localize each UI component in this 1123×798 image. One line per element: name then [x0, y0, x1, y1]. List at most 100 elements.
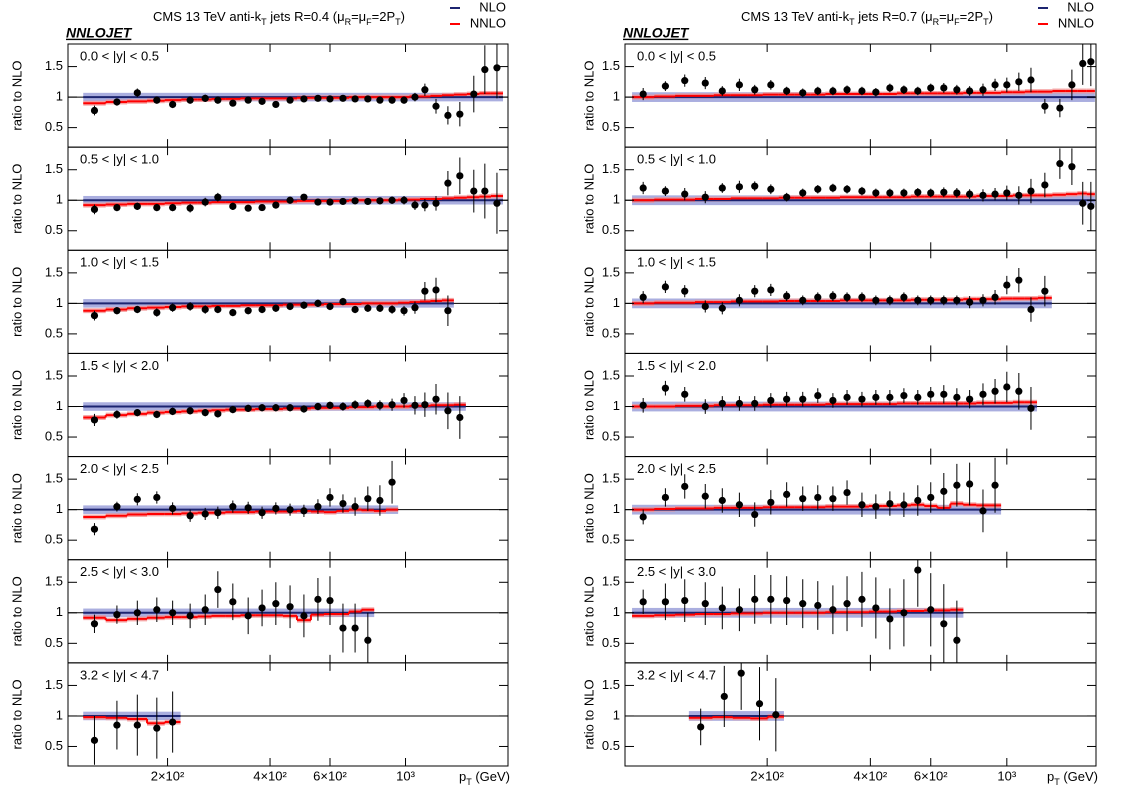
x-tick-label: 10³ — [396, 768, 415, 783]
data-point — [153, 493, 161, 502]
data-point — [169, 407, 177, 416]
data-point — [979, 507, 987, 515]
data-point — [661, 283, 670, 291]
data-point — [953, 393, 961, 401]
y-tick-label: 1 — [613, 501, 620, 516]
y-tick-label: 1 — [613, 192, 620, 207]
data-point — [214, 305, 222, 314]
data-point — [400, 307, 408, 315]
chart-title-part: CMS 13 TeV anti-k — [153, 9, 262, 24]
x-tick-label: 4×10² — [854, 768, 888, 783]
data-point — [701, 79, 709, 87]
data-point — [751, 182, 759, 190]
chart-title-part: R — [345, 17, 352, 27]
data-point — [767, 396, 775, 405]
data-point — [201, 409, 209, 417]
data-point — [1027, 305, 1035, 314]
data-point — [701, 600, 709, 608]
data-point — [314, 402, 322, 411]
data-point — [229, 202, 237, 210]
data-point — [735, 606, 743, 614]
data-point — [258, 305, 266, 314]
data-point — [900, 86, 908, 94]
data-point — [411, 304, 419, 312]
panel — [625, 457, 1096, 533]
data-point — [735, 501, 743, 509]
data-point — [872, 88, 880, 96]
data-point — [751, 595, 759, 603]
data-point — [1027, 404, 1035, 412]
data-point — [229, 99, 237, 107]
data-point — [767, 286, 775, 294]
data-point — [133, 495, 141, 503]
y-tick-label: 1.5 — [602, 574, 620, 589]
data-point — [326, 95, 334, 103]
x-tick-label: 2×10² — [750, 768, 784, 783]
y-tick-label: 1.5 — [45, 264, 63, 279]
data-point — [244, 96, 252, 104]
data-point — [153, 96, 161, 104]
chart-title-part: jets R=0.4 (μ — [267, 9, 345, 24]
data-point — [829, 87, 837, 95]
data-point — [90, 106, 99, 115]
chart-title-part: R — [933, 17, 940, 27]
data-point — [681, 287, 689, 295]
data-point — [470, 187, 478, 195]
data-point — [314, 595, 322, 603]
data-point — [927, 189, 935, 197]
panel-label: 1.0 < |y| < 1.5 — [637, 255, 716, 270]
data-point — [1056, 160, 1064, 168]
data-point — [829, 292, 837, 300]
data-point — [858, 187, 866, 195]
data-point — [799, 89, 807, 97]
data-point — [153, 410, 161, 419]
data-point — [272, 304, 280, 312]
data-point — [991, 81, 999, 89]
y-axis-label: ratio to NLO — [9, 164, 24, 234]
x-axis-label-part: p — [459, 769, 466, 784]
data-point — [113, 98, 121, 106]
y-axis-label: ratio to NLO — [9, 61, 24, 131]
data-point — [201, 94, 209, 102]
data-point — [783, 490, 791, 499]
data-point — [858, 293, 866, 301]
data-point — [814, 601, 822, 610]
data-point — [953, 189, 961, 197]
data-point — [214, 509, 222, 517]
data-point — [701, 492, 709, 500]
data-point — [201, 198, 209, 206]
x-tick-label: 6×10² — [313, 768, 347, 783]
data-point — [286, 603, 294, 611]
panel-label: 2.0 < |y| < 2.5 — [80, 461, 159, 476]
y-axis-label: ratio to NLO — [581, 61, 596, 131]
data-point — [927, 296, 935, 304]
data-point — [829, 606, 837, 614]
panel-label: 1.5 < |y| < 2.0 — [637, 358, 716, 373]
data-point — [751, 86, 759, 94]
data-point — [799, 395, 807, 403]
data-point — [186, 407, 194, 415]
data-point — [113, 503, 121, 511]
data-point — [940, 487, 948, 495]
data-point — [351, 503, 359, 511]
data-point — [843, 488, 851, 497]
data-point — [201, 606, 209, 614]
data-point — [799, 189, 807, 197]
data-point — [927, 493, 935, 502]
y-tick-label: 0.5 — [602, 119, 620, 134]
panel-label: 0.0 < |y| < 0.5 — [637, 48, 716, 63]
data-point — [113, 203, 121, 212]
data-point — [388, 96, 396, 104]
data-point — [783, 193, 791, 201]
panel — [625, 44, 1096, 118]
data-point — [681, 190, 689, 198]
data-point — [432, 102, 440, 110]
chart-title-part: ) — [989, 9, 993, 24]
data-point — [858, 395, 866, 403]
panel-label: 2.0 < |y| < 2.5 — [637, 461, 716, 476]
y-tick-label: 0.5 — [45, 325, 63, 340]
data-point — [701, 402, 709, 411]
data-point — [133, 609, 141, 617]
data-point — [169, 304, 177, 312]
data-point — [314, 503, 322, 511]
